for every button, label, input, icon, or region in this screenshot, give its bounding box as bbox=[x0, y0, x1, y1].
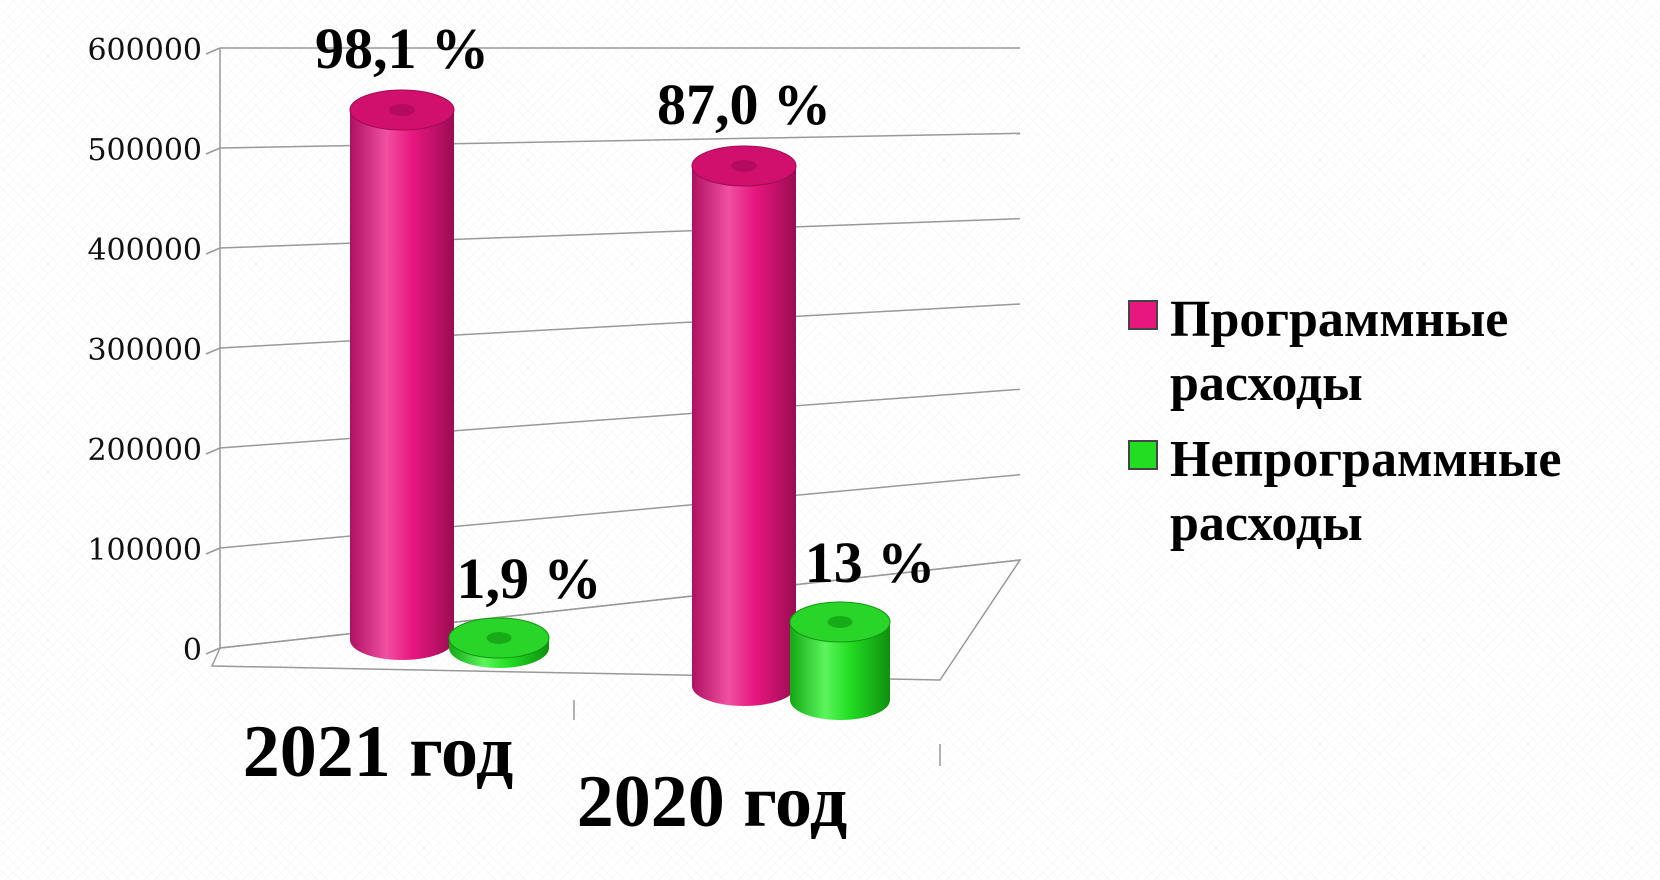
gridline bbox=[219, 217, 1021, 249]
tick-mark bbox=[205, 547, 221, 555]
data-label: 13 % bbox=[805, 530, 936, 595]
y-tick-label: 600000 bbox=[87, 33, 202, 68]
bar-neprogrammnye-1 bbox=[789, 601, 891, 720]
gridline bbox=[219, 388, 1021, 449]
bar-cap-center bbox=[486, 632, 512, 644]
bar-cap-center bbox=[389, 104, 415, 116]
gridline bbox=[219, 132, 1021, 149]
gridline bbox=[219, 303, 1021, 349]
bar-cap-center bbox=[827, 616, 853, 628]
bar-body bbox=[790, 622, 890, 720]
y-tick-label: 0 bbox=[183, 633, 202, 668]
tick-mark bbox=[205, 347, 221, 355]
y-tick-label: 400000 bbox=[87, 233, 202, 268]
bar-neprogrammnye-0 bbox=[448, 617, 550, 668]
bar-body bbox=[350, 110, 454, 660]
y-tick-label: 500000 bbox=[87, 133, 202, 168]
bar-programmnye-1 bbox=[691, 145, 797, 706]
data-label: 87,0 % bbox=[657, 72, 831, 137]
x-category-label: 2020 год bbox=[577, 761, 848, 843]
bar-body bbox=[692, 166, 796, 706]
data-label: 98,1 % bbox=[315, 16, 489, 81]
legend-item-programmnye: Программные расходы bbox=[1128, 288, 1658, 416]
y-tick-label: 100000 bbox=[87, 533, 202, 568]
tick-mark bbox=[205, 647, 221, 655]
legend-swatch-neprogrammnye bbox=[1128, 440, 1158, 470]
bar-cap-center bbox=[731, 160, 757, 172]
tick-mark bbox=[205, 147, 221, 155]
bar-programmnye-0 bbox=[349, 89, 455, 660]
y-tick-label: 300000 bbox=[87, 333, 202, 368]
tick-mark bbox=[205, 447, 221, 455]
legend-item-neprogrammnye: Непрограммные расходы bbox=[1128, 428, 1658, 556]
data-label: 1,9 % bbox=[457, 546, 602, 611]
y-tick-label: 200000 bbox=[87, 433, 202, 468]
tick-mark bbox=[205, 247, 221, 255]
tick-mark bbox=[205, 47, 221, 55]
legend: Программные расходы Непрограммные расход… bbox=[1128, 288, 1658, 568]
x-category-label: 2021 год bbox=[243, 711, 514, 793]
legend-label-neprogrammnye: Непрограммные расходы bbox=[1170, 431, 1562, 552]
legend-swatch-programmnye bbox=[1128, 300, 1158, 330]
legend-label-programmnye: Программные расходы bbox=[1170, 291, 1509, 412]
